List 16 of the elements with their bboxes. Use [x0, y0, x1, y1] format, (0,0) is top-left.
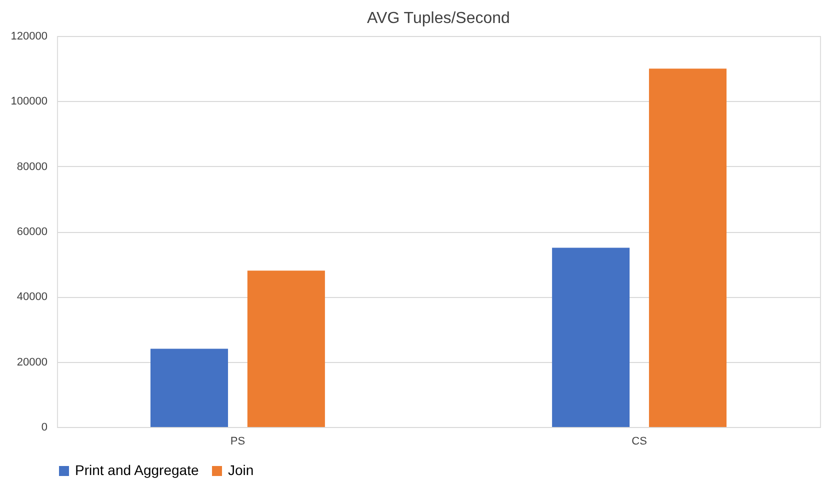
y-tick-label: 100000	[10, 96, 48, 108]
bar	[247, 270, 325, 427]
legend-label: Print and Aggregate	[75, 462, 199, 478]
y-tick-label: 40000	[16, 291, 48, 304]
chart-title: AVG Tuples/Second	[367, 10, 510, 27]
bar	[150, 348, 228, 427]
y-tick-label: 60000	[16, 226, 48, 238]
bar	[648, 68, 727, 427]
y-tick-label: 20000	[16, 356, 48, 368]
legend-label: Join	[228, 462, 254, 478]
bar	[552, 248, 630, 427]
x-tick-label: PS	[230, 436, 246, 448]
y-tick-label: 80000	[16, 160, 48, 173]
x-tick-label: CS	[632, 436, 647, 448]
y-tick-label: 0	[41, 422, 48, 434]
y-tick-label: 120000	[10, 30, 48, 42]
